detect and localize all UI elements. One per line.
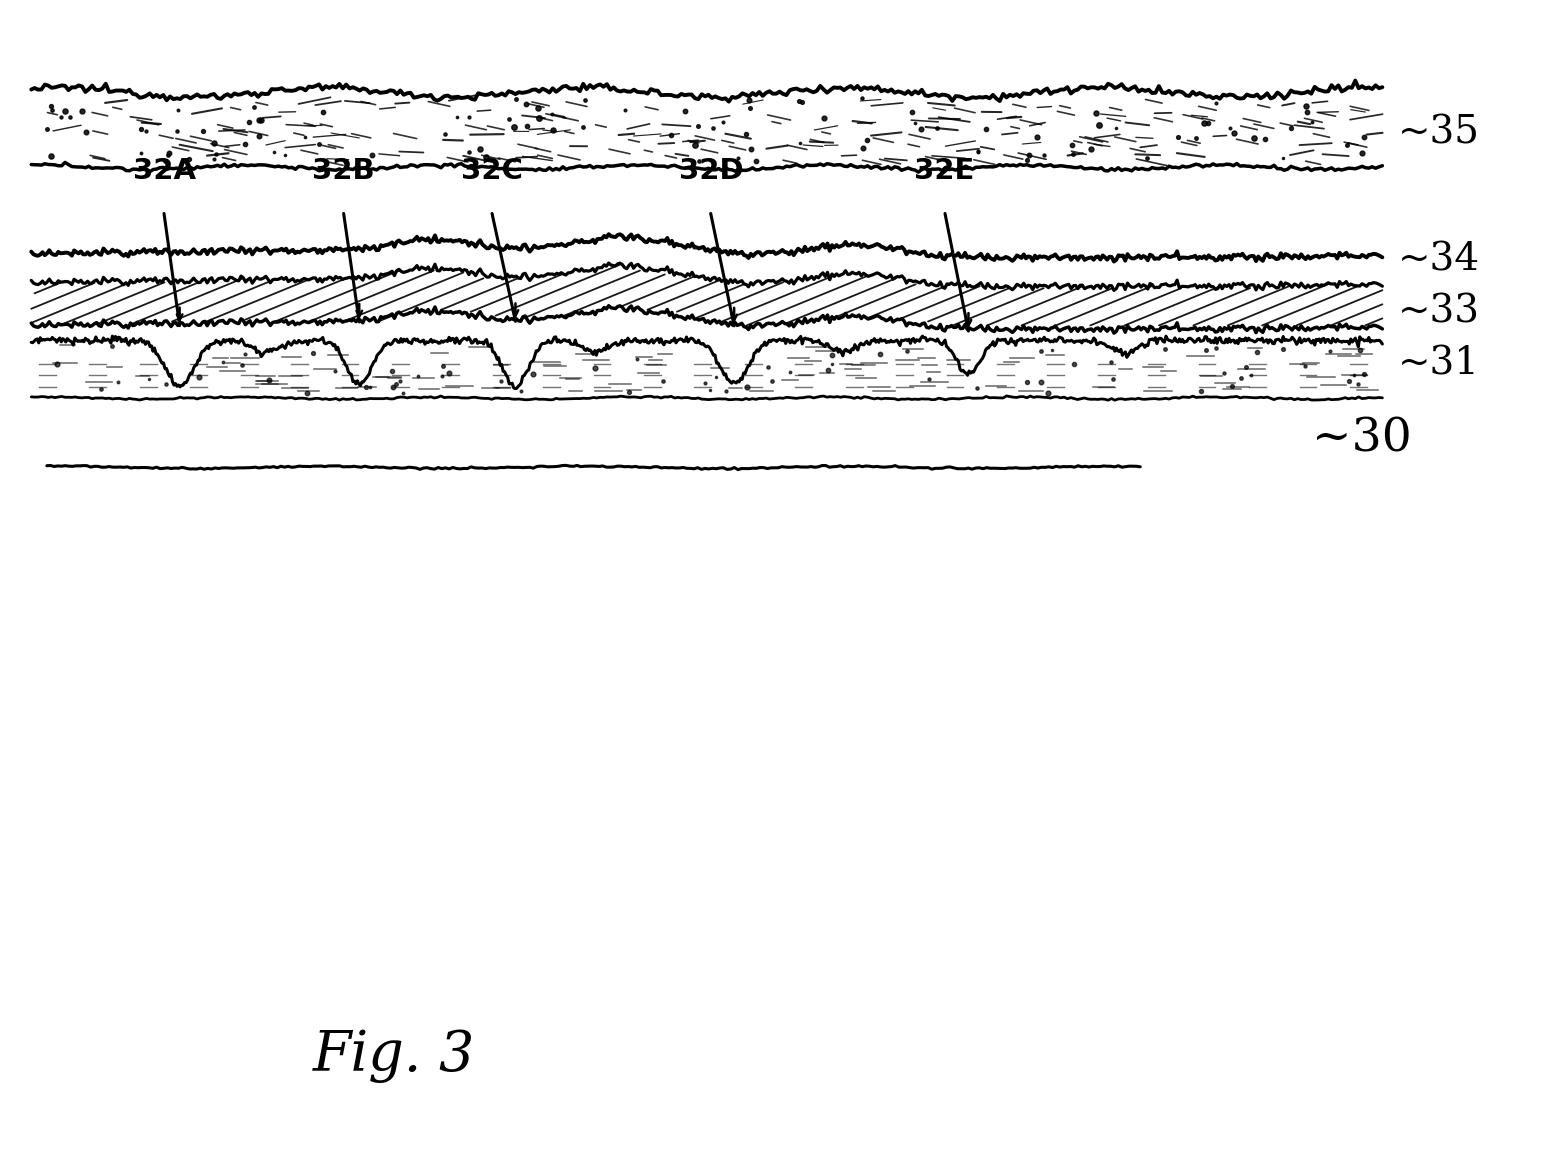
Text: ~33: ~33	[1398, 293, 1479, 330]
Text: 32A: 32A	[133, 157, 195, 185]
Text: 32E: 32E	[914, 157, 975, 185]
Text: ~35: ~35	[1398, 114, 1479, 151]
Text: 32B: 32B	[312, 157, 375, 185]
Text: ~31: ~31	[1398, 345, 1479, 382]
Text: ~30: ~30	[1312, 415, 1412, 462]
Text: Fig. 3: Fig. 3	[312, 1028, 475, 1084]
Text: 32D: 32D	[679, 157, 744, 185]
Text: 32C: 32C	[461, 157, 523, 185]
Text: ~34: ~34	[1398, 241, 1481, 278]
